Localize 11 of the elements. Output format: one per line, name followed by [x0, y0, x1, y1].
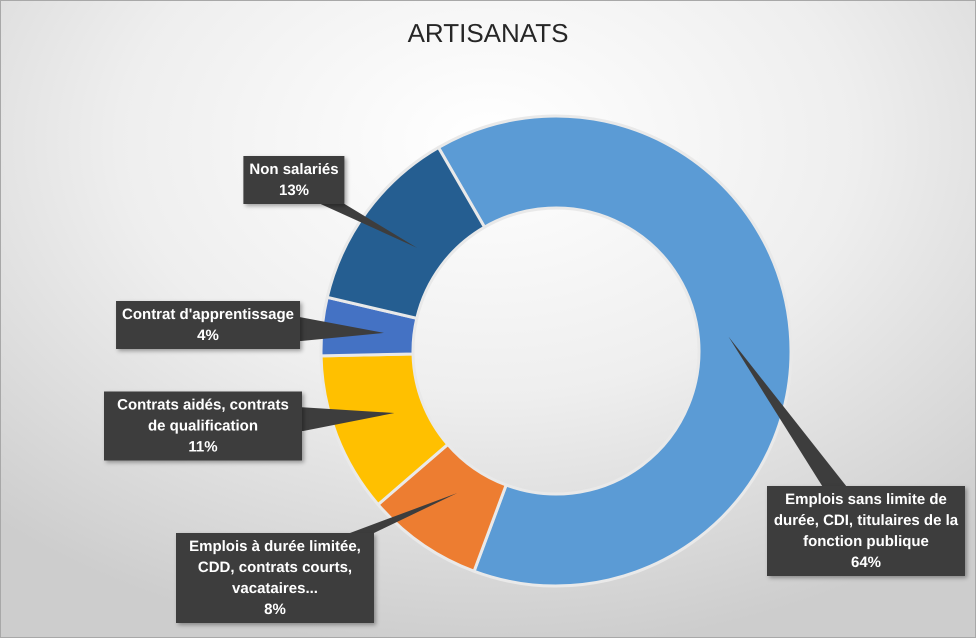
data-label: 8%: [263, 600, 287, 620]
slice-label: Non salariés: [249, 160, 339, 180]
slice-label: Emplois sans limite de durée, CDI, titulaires de la fonction publique: [773, 490, 959, 552]
data-label: 4%: [196, 326, 220, 346]
slice-label: Emplois à durée limitée, CDD, contrats courts, vacataires...: [188, 537, 362, 599]
slice-label: Contrats aidés, contrats de qualification: [116, 396, 290, 436]
data-label: 13%: [278, 181, 310, 201]
slice-label: Contrat d'apprentissage: [122, 305, 294, 325]
data-label: 11%: [187, 438, 219, 458]
chart-title: ARTISANATS: [408, 18, 568, 48]
data-label: 64%: [850, 553, 882, 573]
